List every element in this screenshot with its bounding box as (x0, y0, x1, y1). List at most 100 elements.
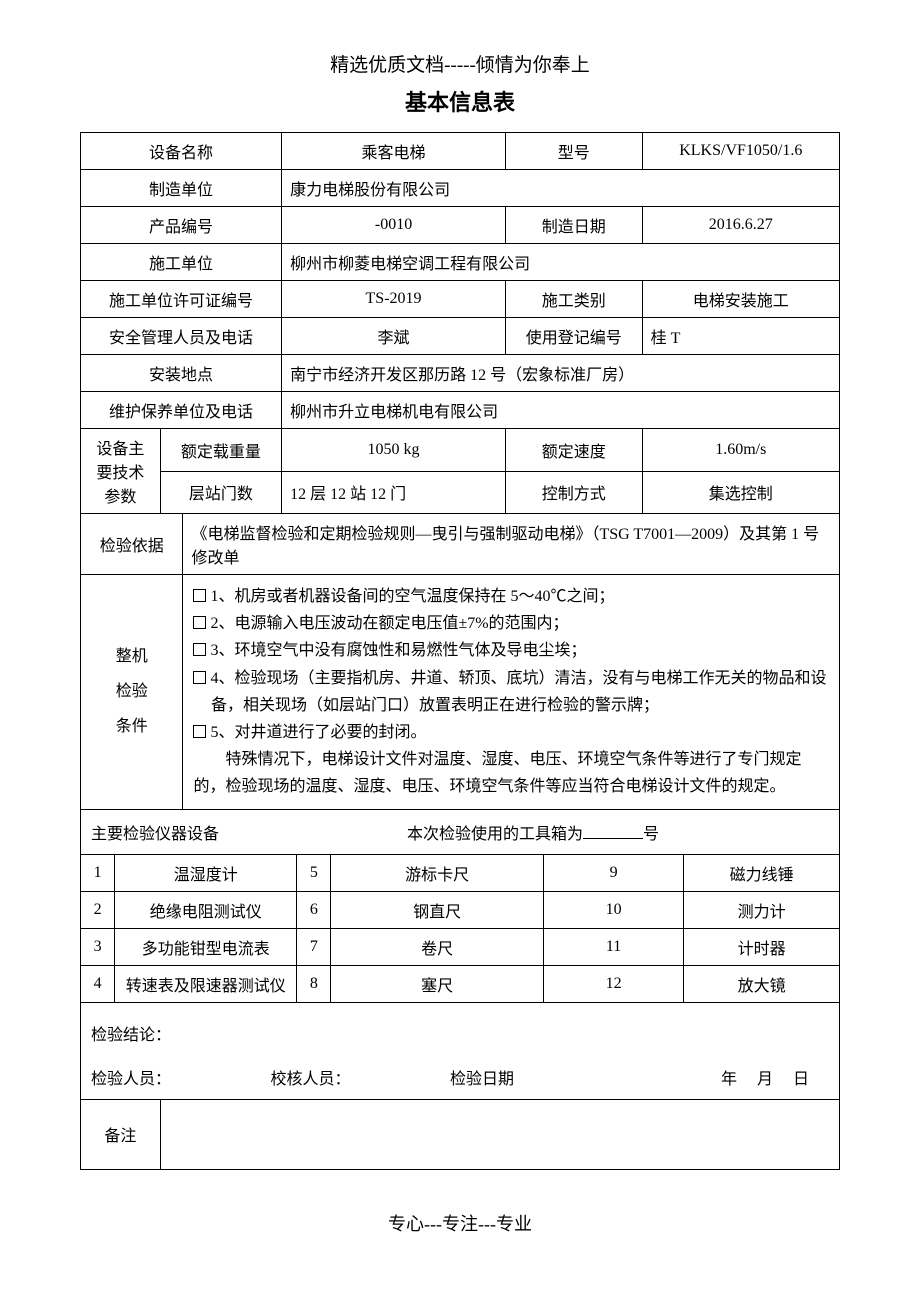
model: KLKS/VF1050/1.6 (642, 133, 839, 170)
table-row: 施工单位许可证编号 TS-2019 施工类别 电梯安装施工 (81, 281, 840, 318)
checkbox-icon (193, 725, 206, 738)
table-row: 检验依据 《电梯监督检验和定期检验规则—曳引与强制驱动电梯》（TSG T7001… (81, 514, 840, 575)
inst-no: 11 (543, 928, 683, 965)
rated-load-label: 额定载重量 (160, 429, 281, 472)
page-footer: 专心---专注---专业 (80, 1210, 840, 1236)
cond-note: 特殊情况下，电梯设计文件对温度、湿度、电压、环境空气条件等进行了专门规定的，检验… (193, 746, 829, 800)
product-no-label: 产品编号 (81, 207, 282, 244)
table-row: 4 转速表及限速器测试仪 8 塞尺 12 放大镜 (81, 965, 840, 1002)
table-row: 整机 检验 条件 1、机房或者机器设备间的空气温度保持在 5～40℃之间； 2、… (81, 575, 840, 810)
table-row: 层站门数 12 层 12 站 12 门 控制方式 集选控制 (81, 471, 840, 514)
inst-no: 12 (543, 965, 683, 1002)
table-row: 主要检验仪器设备 本次检验使用的工具箱为号 (81, 809, 840, 854)
page-title: 基本信息表 (80, 85, 840, 117)
basis-label: 检验依据 (81, 514, 183, 575)
date-month: 月 (757, 1071, 773, 1088)
rated-speed-label: 额定速度 (505, 429, 642, 472)
cond4: 4、检验现场（主要指机房、井道、轿顶、底坑）清洁，没有与电梯工作无关的物品和设备… (210, 670, 826, 714)
checkbox-icon (193, 671, 206, 684)
conditions-label: 整机 检验 条件 (81, 575, 183, 810)
cond1: 1、机房或者机器设备间的空气温度保持在 5～40℃之间； (210, 588, 614, 605)
conclusion-label: 检验结论： (91, 1021, 829, 1045)
equipment-name: 乘客电梯 (282, 133, 506, 170)
equipment-name-label: 设备名称 (81, 133, 282, 170)
checkbox-icon (193, 589, 206, 602)
reg-no-label: 使用登记编号 (505, 318, 642, 355)
inst3: 多功能钳型电流表 (115, 928, 297, 965)
tech-params-label: 设备主要技术参数 (81, 429, 161, 514)
inst-no: 3 (81, 928, 115, 965)
maintenance-label: 维护保养单位及电话 (81, 392, 282, 429)
instruments-header: 主要检验仪器设备 本次检验使用的工具箱为号 (81, 809, 840, 854)
floors: 12 层 12 站 12 门 (282, 471, 506, 514)
conclusion-cell: 检验结论： 检验人员： 校核人员： 检验日期 年 月 日 (81, 1002, 840, 1099)
control-mode: 集选控制 (642, 471, 839, 514)
table-row: 安全管理人员及电话 李斌 使用登记编号 桂 T (81, 318, 840, 355)
inst-no: 7 (297, 928, 331, 965)
table-row: 制造单位 康力电梯股份有限公司 (81, 170, 840, 207)
page-header: 精选优质文档-----倾情为你奉上 (80, 50, 840, 77)
remarks-label: 备注 (81, 1099, 161, 1169)
mfg-date: 2016.6.27 (642, 207, 839, 244)
construction-unit-label: 施工单位 (81, 244, 282, 281)
inst9: 磁力线锤 (684, 854, 840, 891)
reg-no: 桂 T (642, 318, 839, 355)
rated-speed: 1.60m/s (642, 429, 839, 472)
rated-load: 1050 kg (282, 429, 506, 472)
inst6: 钢直尺 (331, 891, 544, 928)
inst12: 放大镜 (684, 965, 840, 1002)
remarks-content (160, 1099, 839, 1169)
install-location: 南宁市经济开发区那历路 12 号（宏象标准厂房） (282, 355, 840, 392)
inst8: 塞尺 (331, 965, 544, 1002)
date-day: 日 (793, 1071, 809, 1088)
inst5: 游标卡尺 (331, 854, 544, 891)
inst10: 测力计 (684, 891, 840, 928)
inst11: 计时器 (684, 928, 840, 965)
table-row: 设备名称 乘客电梯 型号 KLKS/VF1050/1.6 (81, 133, 840, 170)
instruments-header-right-1: 本次检验使用的工具箱为 (407, 826, 583, 843)
table-row: 维护保养单位及电话 柳州市升立电梯机电有限公司 (81, 392, 840, 429)
model-label: 型号 (505, 133, 642, 170)
instruments-header-left: 主要检验仪器设备 (91, 826, 219, 843)
maintenance: 柳州市升立电梯机电有限公司 (282, 392, 840, 429)
manufacturer-label: 制造单位 (81, 170, 282, 207)
basis: 《电梯监督检验和定期检验规则—曳引与强制驱动电梯》（TSG T7001—2009… (183, 514, 840, 575)
table-row: 安装地点 南宁市经济开发区那历路 12 号（宏象标准厂房） (81, 355, 840, 392)
floors-label: 层站门数 (160, 471, 281, 514)
checkbox-icon (193, 616, 206, 629)
checkbox-icon (193, 643, 206, 656)
inst-no: 4 (81, 965, 115, 1002)
cond5: 5、对井道进行了必要的封闭。 (210, 724, 426, 741)
inst-no: 5 (297, 854, 331, 891)
product-no: -0010 (282, 207, 506, 244)
reviewer-label: 校核人员： (271, 1065, 451, 1089)
mfg-date-label: 制造日期 (505, 207, 642, 244)
inst-no: 9 (543, 854, 683, 891)
inst-no: 10 (543, 891, 683, 928)
permit-no: TS-2019 (282, 281, 506, 318)
inst-no: 6 (297, 891, 331, 928)
info-table: 设备名称 乘客电梯 型号 KLKS/VF1050/1.6 制造单位 康力电梯股份… (80, 132, 840, 1170)
toolbox-no-blank (583, 823, 643, 839)
inst4: 转速表及限速器测试仪 (115, 965, 297, 1002)
construction-type: 电梯安装施工 (642, 281, 839, 318)
inst-no: 1 (81, 854, 115, 891)
inspection-date-label: 检验日期 (450, 1065, 630, 1089)
cond3: 3、环境空气中没有腐蚀性和易燃性气体及导电尘埃； (210, 642, 586, 659)
conditions-label-2: 检验 (116, 683, 148, 700)
inst1: 温湿度计 (115, 854, 297, 891)
conditions-label-1: 整机 (116, 648, 148, 665)
table-row: 设备主要技术参数 额定载重量 1050 kg 额定速度 1.60m/s (81, 429, 840, 472)
permit-no-label: 施工单位许可证编号 (81, 281, 282, 318)
construction-type-label: 施工类别 (505, 281, 642, 318)
table-row: 1 温湿度计 5 游标卡尺 9 磁力线锤 (81, 854, 840, 891)
cond2: 2、电源输入电压波动在额定电压值±7%的范围内； (210, 615, 568, 632)
table-row: 2 绝缘电阻测试仪 6 钢直尺 10 测力计 (81, 891, 840, 928)
safety-mgr-label: 安全管理人员及电话 (81, 318, 282, 355)
safety-mgr: 李斌 (282, 318, 506, 355)
date-year: 年 (721, 1071, 737, 1088)
table-row: 备注 (81, 1099, 840, 1169)
conclusion-row: 检验结论： 检验人员： 校核人员： 检验日期 年 月 日 (81, 1002, 840, 1099)
table-row: 3 多功能钳型电流表 7 卷尺 11 计时器 (81, 928, 840, 965)
conditions-content: 1、机房或者机器设备间的空气温度保持在 5～40℃之间； 2、电源输入电压波动在… (183, 575, 840, 810)
